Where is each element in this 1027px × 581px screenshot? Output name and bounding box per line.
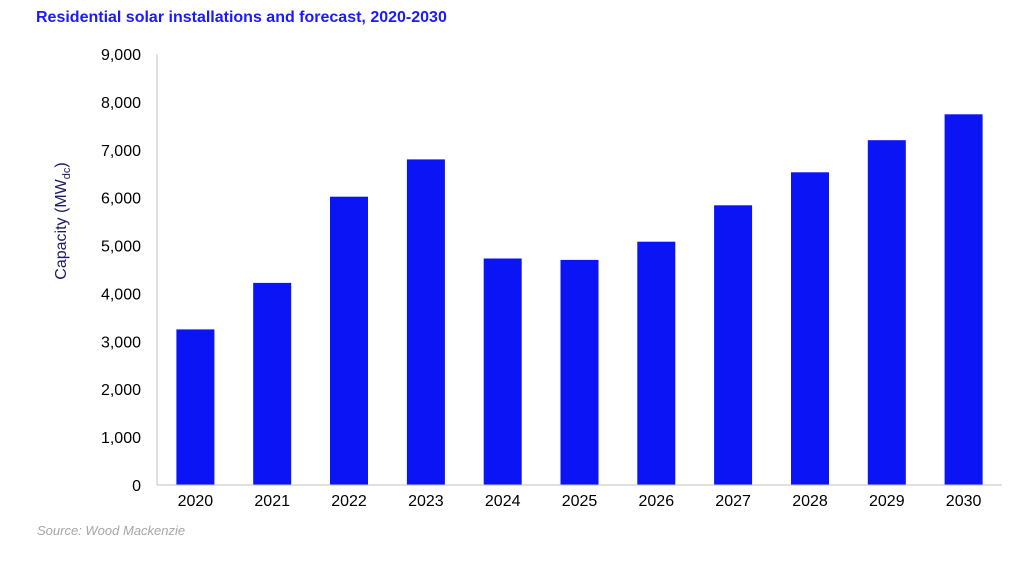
x-tick-label: 2025 [562, 493, 598, 510]
bar-2027 [714, 205, 753, 486]
x-tick-label: 2022 [331, 493, 367, 510]
y-axis-label: Capacity (MWdc) [53, 162, 73, 279]
bar-2029 [867, 140, 906, 485]
bar-2022 [330, 196, 368, 485]
bar-2023 [406, 159, 445, 485]
bar-2020 [176, 329, 215, 485]
y-tick-label: 1,000 [101, 430, 141, 447]
x-tick-label: 2021 [254, 493, 290, 510]
svg-text:Capacity (MWdc): Capacity (MWdc) [53, 162, 73, 279]
x-tick-label: 2026 [639, 493, 675, 510]
y-tick-label: 2,000 [101, 382, 141, 399]
x-tick-label: 2020 [178, 493, 214, 510]
y-axis-ticks: 0 1,000 2,000 3,000 4,000 5,000 6,000 7,000 8,00… [101, 47, 141, 495]
x-tick-label: 2024 [485, 493, 521, 510]
x-tick-label: 2027 [715, 493, 751, 510]
bar-2021 [253, 282, 292, 485]
y-axis-label-sub: dc [61, 167, 73, 179]
source-note: Source: Wood Mackenzie [37, 523, 186, 538]
x-tick-label: 2028 [792, 493, 828, 510]
x-tick-label: 2029 [869, 493, 905, 510]
bars [176, 114, 983, 486]
y-tick-label: 7,000 [101, 143, 141, 160]
bar-2028 [791, 172, 829, 486]
y-tick-label: 3,000 [101, 334, 141, 351]
bar-2026 [637, 241, 676, 485]
bar-2025 [560, 259, 599, 485]
chart-title: Residential solar installations and fore… [36, 9, 447, 26]
x-tick-label: 2030 [946, 493, 982, 510]
y-tick-label: 9,000 [101, 47, 141, 64]
bar-2024 [483, 258, 522, 485]
y-tick-label: 5,000 [101, 239, 141, 256]
y-tick-label: 4,000 [101, 286, 141, 303]
bar-2030 [944, 114, 983, 486]
y-axis-label-close: ) [53, 162, 70, 167]
y-tick-label: 0 [132, 478, 141, 495]
y-axis-label-main: Capacity (MW [53, 178, 70, 279]
x-axis-ticks: 2020 2021 2022 2023 2024 2025 2026 2027 2028 2029… [178, 493, 982, 510]
y-tick-label: 6,000 [101, 191, 141, 208]
y-tick-label: 8,000 [101, 95, 141, 112]
x-tick-label: 2023 [408, 493, 444, 510]
